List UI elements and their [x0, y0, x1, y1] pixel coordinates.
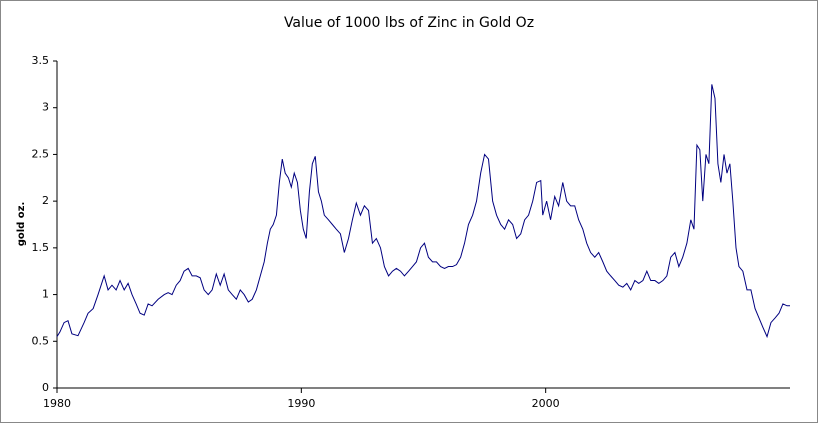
x-tick-label: 1990 [287, 397, 315, 410]
y-tick-label: 1.5 [32, 241, 50, 254]
y-tick-label: 1 [42, 288, 49, 301]
y-axis-label: gold oz. [16, 202, 27, 247]
x-tick-label: 1980 [43, 397, 71, 410]
chart-title: Value of 1000 lbs of Zinc in Gold Oz [284, 15, 534, 31]
y-tick-label: 2 [42, 194, 49, 207]
y-tick-label: 3 [42, 101, 49, 114]
y-tick-label: 2.5 [32, 147, 50, 160]
y-tick-label: 3.5 [32, 54, 50, 67]
y-tick-label: 0 [42, 381, 49, 394]
data-line [56, 84, 790, 339]
y-tick-label: 0.5 [32, 334, 50, 347]
x-tick-label: 2000 [532, 397, 560, 410]
